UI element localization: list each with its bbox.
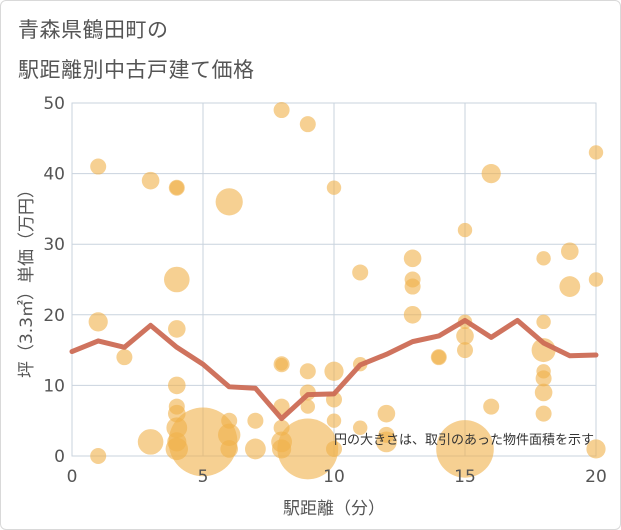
data-point <box>273 102 290 119</box>
bubble-series <box>88 102 606 480</box>
data-point <box>168 376 186 395</box>
y-axis-label: 坪（3.3㎡）単価（万円） <box>17 181 37 378</box>
data-point <box>326 440 342 457</box>
data-point <box>90 158 107 175</box>
data-point <box>586 439 606 459</box>
data-point <box>168 407 238 477</box>
data-point <box>456 327 474 345</box>
data-point <box>535 370 552 387</box>
x-tick-label: 0 <box>67 467 78 487</box>
data-point <box>218 423 241 447</box>
data-point <box>535 405 552 422</box>
data-point <box>90 448 107 464</box>
y-tick-label: 0 <box>54 447 65 467</box>
data-point <box>137 429 164 455</box>
data-point <box>215 188 243 216</box>
y-tick-label: 10 <box>43 376 65 396</box>
data-point <box>116 349 133 366</box>
data-point <box>220 440 238 458</box>
x-tick-label: 5 <box>198 467 209 487</box>
data-point <box>352 264 369 281</box>
data-point <box>300 399 315 414</box>
data-point <box>326 413 342 428</box>
data-point <box>536 314 551 330</box>
data-point <box>247 412 264 429</box>
data-point <box>353 420 368 435</box>
data-point <box>483 398 500 415</box>
data-point <box>457 222 473 238</box>
chart-title-line1: 青森県鶴田町の <box>18 18 169 42</box>
data-point <box>245 438 266 460</box>
data-point <box>431 349 446 365</box>
data-point <box>299 116 316 133</box>
y-axis-ticks: 0 10 20 30 40 50 <box>43 94 65 467</box>
data-point <box>588 272 604 287</box>
data-point <box>534 383 553 402</box>
data-point <box>141 171 160 190</box>
data-point <box>326 180 342 195</box>
x-tick-label: 10 <box>323 467 345 487</box>
y-tick-label: 20 <box>43 306 65 326</box>
data-point <box>164 266 190 293</box>
data-point <box>324 361 344 381</box>
data-point <box>404 278 421 295</box>
data-point <box>168 320 186 338</box>
x-tick-label: 20 <box>585 467 607 487</box>
x-axis-label: 駅距離（分） <box>283 499 385 519</box>
y-tick-label: 30 <box>43 235 65 255</box>
data-point <box>559 276 581 297</box>
data-point <box>377 404 396 423</box>
data-point <box>403 249 422 268</box>
data-point <box>436 420 494 478</box>
x-axis-ticks: 0 5 10 15 20 <box>67 467 607 487</box>
data-point <box>88 312 108 332</box>
size-note: 円の大きさは、取引のあった物件面積を示す <box>334 433 594 448</box>
x-tick-label: 15 <box>454 467 476 487</box>
y-tick-label: 50 <box>43 94 65 114</box>
data-point <box>376 431 397 453</box>
average-line-series <box>69 317 599 422</box>
data-point <box>536 251 551 266</box>
data-point <box>481 164 501 184</box>
data-point <box>588 145 604 160</box>
data-point <box>403 306 422 324</box>
data-point <box>275 357 288 371</box>
data-point <box>277 418 339 480</box>
average-price-line <box>69 317 599 422</box>
data-point <box>457 342 473 359</box>
data-point <box>299 363 316 380</box>
data-point <box>561 242 579 261</box>
y-tick-label: 40 <box>43 165 65 185</box>
data-point <box>169 180 184 195</box>
chart-title-line2: 駅距離別中古戸建て価格 <box>18 58 255 82</box>
